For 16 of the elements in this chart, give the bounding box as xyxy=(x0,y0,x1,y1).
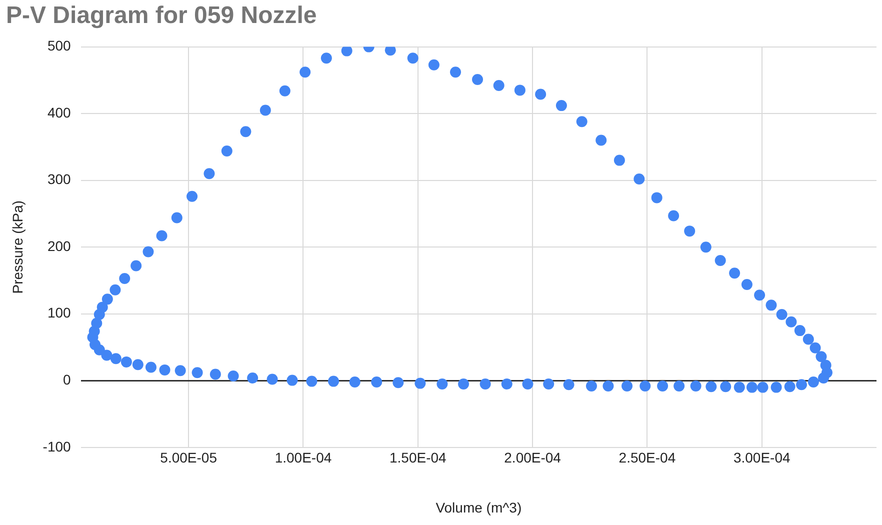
x-tick-label: 1.50E-04 xyxy=(389,450,447,466)
x-axis-title: Volume (m^3) xyxy=(436,499,522,516)
x-tick-label: 5.00E-05 xyxy=(160,450,218,466)
y-tick-label: 100 xyxy=(47,304,72,321)
x-tick-label: 2.50E-04 xyxy=(618,450,676,466)
x-tick-label: 3.00E-04 xyxy=(733,450,790,466)
x-tick-label: 1.00E-04 xyxy=(274,450,332,466)
x-tick-label: 2.00E-04 xyxy=(504,450,562,466)
y-tick-label: -100 xyxy=(42,438,72,454)
y-tick-label: 300 xyxy=(47,171,72,188)
y-tick-label: 200 xyxy=(47,238,72,254)
y-tick-label: 500 xyxy=(47,38,72,54)
y-tick-label: 400 xyxy=(47,104,72,120)
y-axis-title: Pressure (kPa) xyxy=(9,200,26,294)
y-tick-label: 0 xyxy=(63,371,72,388)
chart-title: P-V Diagram for 059 Nozzle xyxy=(6,2,317,30)
